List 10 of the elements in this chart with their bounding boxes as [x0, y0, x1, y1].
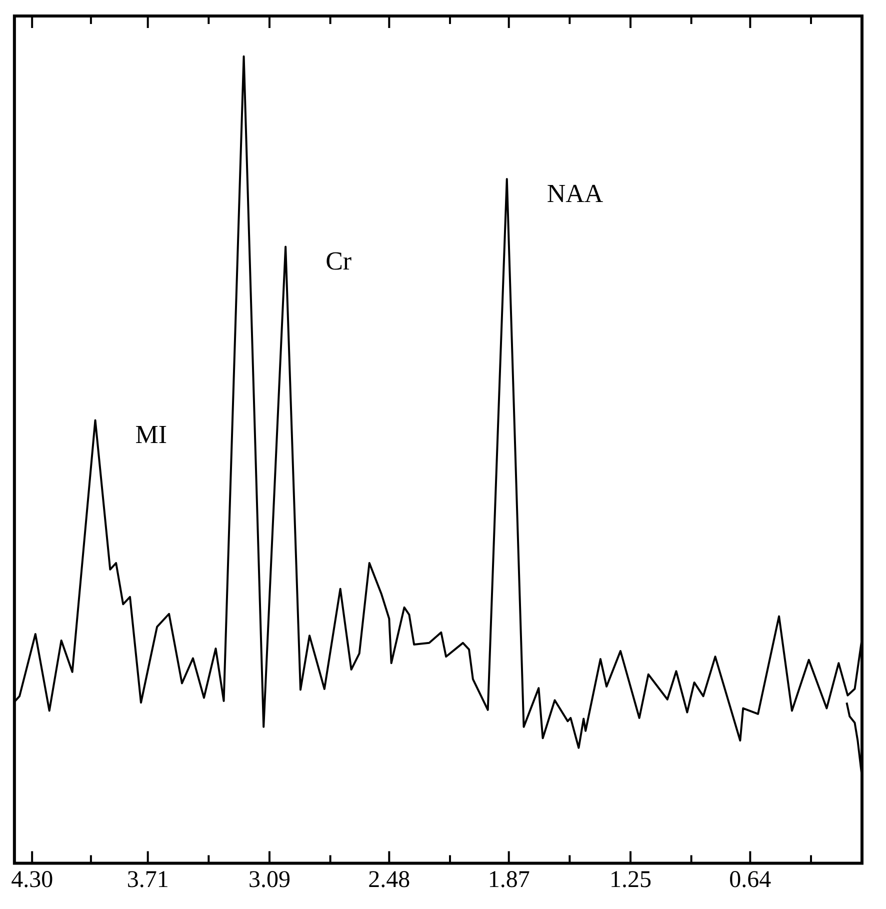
x-tick-label: 1.25 [609, 866, 652, 893]
x-tick-label: 0.64 [729, 866, 772, 893]
annotation: Cr [326, 246, 352, 276]
x-tick-label: 3.71 [126, 866, 169, 893]
annotation: NAA [546, 178, 604, 208]
x-tick-label: 4.30 [11, 866, 54, 893]
annotation: MI [135, 420, 168, 450]
x-tick-label: 1.87 [488, 866, 530, 893]
x-tick-label: 3.09 [248, 866, 290, 893]
x-tick-label: 2.48 [368, 866, 410, 893]
